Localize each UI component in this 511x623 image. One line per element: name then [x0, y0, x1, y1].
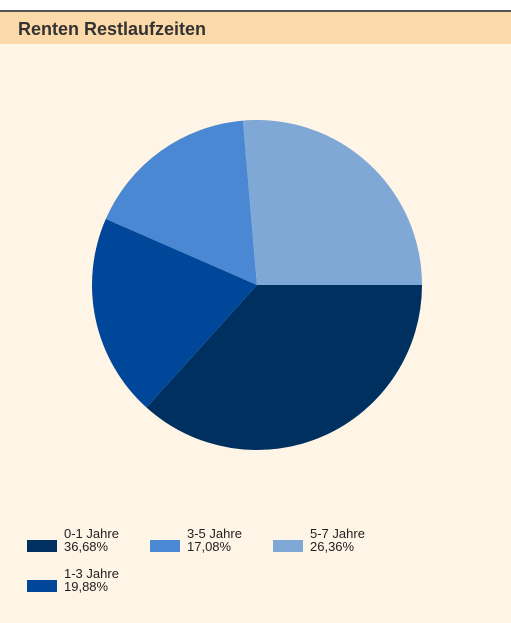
legend-value: 26,36% — [310, 539, 355, 554]
legend-value: 36,68% — [64, 539, 109, 554]
legend-value: 17,08% — [187, 539, 232, 554]
panel: Renten Restlaufzeiten — [0, 10, 511, 623]
legend-value: 19,88% — [64, 579, 109, 594]
pie-slice — [92, 218, 257, 408]
legend-label: 1-3 Jahre — [64, 566, 119, 581]
pie-slice — [146, 285, 422, 450]
panel-header: Renten Restlaufzeiten — [0, 10, 511, 44]
chart-title: Renten Restlaufzeiten — [18, 19, 207, 39]
legend-label: 5-7 Jahre — [310, 526, 365, 541]
legend-swatch — [27, 540, 57, 552]
legend-swatch — [150, 540, 180, 552]
legend-swatch — [27, 580, 57, 592]
legend-label: 3-5 Jahre — [187, 526, 242, 541]
pie-slice — [242, 119, 422, 285]
legend-label: 0-1 Jahre — [64, 526, 119, 541]
legend-swatch — [273, 540, 303, 552]
pie-slice — [105, 120, 257, 285]
